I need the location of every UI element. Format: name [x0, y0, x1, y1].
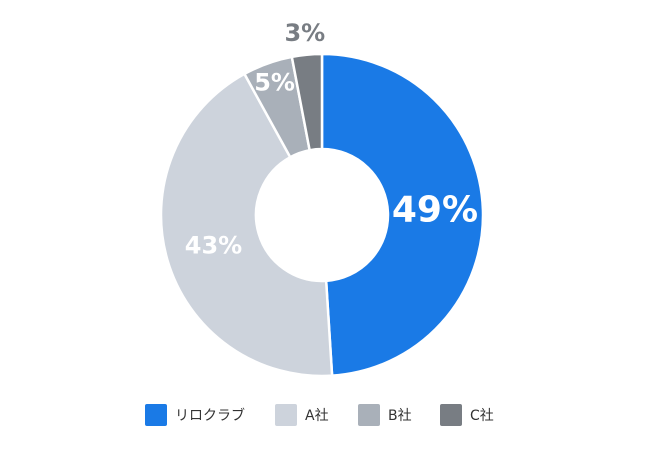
donut-slice: [320, 52, 485, 378]
legend-swatch: [145, 404, 167, 426]
donut-slice: [159, 72, 334, 378]
legend-label: リロクラブ: [175, 407, 245, 424]
value-label: 5%: [254, 68, 295, 96]
value-label: 49%: [392, 189, 478, 230]
donut-slice: [290, 52, 324, 152]
value-label: 3%: [284, 19, 325, 47]
value-label: 43%: [185, 232, 242, 260]
legend-swatch: [440, 404, 462, 426]
legend-label: B社: [388, 408, 412, 424]
legend-label: A社: [305, 408, 329, 424]
legend-swatch: [358, 404, 380, 426]
legend-swatch: [275, 404, 297, 426]
legend-label: C社: [470, 408, 494, 424]
